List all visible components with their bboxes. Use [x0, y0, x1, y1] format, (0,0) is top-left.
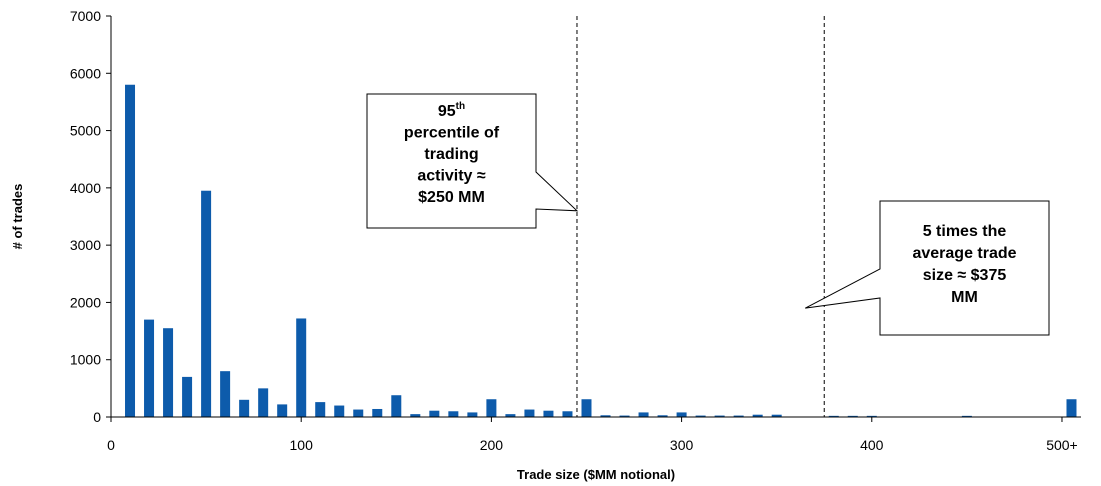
bar	[828, 415, 839, 417]
x-tick-label: 100	[290, 437, 314, 453]
bar	[277, 404, 288, 417]
bar	[581, 399, 592, 417]
bar	[657, 415, 668, 417]
bar	[429, 410, 440, 417]
callout-box	[804, 200, 1050, 336]
callout-text-line: trading	[424, 146, 478, 163]
y-tick-label: 7000	[70, 8, 101, 24]
y-axis-label: # of trades	[10, 184, 25, 250]
bar	[315, 402, 326, 417]
bar	[163, 328, 174, 417]
bar	[448, 411, 459, 417]
x-axis-title: Trade size ($MM notional)	[517, 467, 675, 482]
callout-text-line: percentile of	[404, 125, 500, 142]
bar	[467, 412, 478, 417]
callout-text-line: 5 times the	[923, 223, 1007, 240]
x-ticks: 0 100 200 300 400 500+	[107, 417, 1078, 453]
x-tick-label: 200	[480, 437, 504, 453]
bar	[543, 410, 554, 417]
y-tick-label: 0	[93, 409, 101, 425]
callout-text-line: size ≈ $375	[923, 267, 1007, 284]
bar	[258, 388, 269, 417]
axes	[110, 16, 1081, 418]
bar	[353, 409, 364, 417]
bar	[296, 318, 307, 417]
bar	[714, 415, 725, 417]
bar	[486, 399, 497, 417]
y-tick-label: 5000	[70, 123, 101, 139]
bar	[847, 415, 858, 417]
bar	[771, 414, 782, 417]
bar	[334, 405, 345, 417]
bar	[733, 415, 744, 417]
bar	[866, 415, 877, 417]
x-tick-label: 300	[670, 437, 694, 453]
bar	[600, 415, 611, 417]
bar	[961, 415, 972, 417]
superscript: th	[456, 101, 465, 112]
bar	[752, 414, 763, 417]
callout-box	[366, 93, 579, 229]
bar	[410, 414, 421, 417]
bar	[562, 411, 573, 417]
y-tick-label: 3000	[70, 237, 101, 253]
callout: 95th percentile of trading activity ≈ $250 M…	[366, 93, 579, 229]
bar	[524, 409, 535, 417]
bar	[505, 414, 516, 417]
bar	[220, 371, 231, 417]
bar	[695, 415, 706, 417]
y-axis-title: # of trades	[10, 184, 25, 250]
callout-text-line: 95th	[438, 101, 465, 120]
bar	[372, 408, 383, 417]
callout: 5 times the average trade size ≈ $375 MM	[804, 200, 1050, 336]
bar	[182, 376, 193, 417]
bar	[125, 84, 136, 418]
bar	[619, 415, 630, 417]
y-tick-label: 6000	[70, 65, 101, 81]
y-tick-label: 4000	[70, 180, 101, 196]
callout-text-line: activity ≈	[417, 168, 486, 185]
bars	[125, 84, 1077, 418]
callout-text-line: MM	[951, 289, 978, 306]
reference-lines	[576, 16, 825, 417]
y-ticks: 0 1000 2000 3000 4000 5000 6000 7000	[70, 8, 111, 425]
x-tick-label: 0	[107, 437, 115, 453]
bar	[638, 412, 649, 417]
y-tick-label: 2000	[70, 294, 101, 310]
bar	[391, 395, 402, 417]
bar	[239, 399, 250, 417]
x-tick-label: 500+	[1046, 437, 1078, 453]
callout-text-line: $250 MM	[418, 189, 485, 206]
x-tick-label: 400	[860, 437, 884, 453]
bar	[201, 190, 212, 417]
bar	[676, 412, 687, 417]
callouts: 95th percentile of trading activity ≈ $250 M…	[366, 93, 1050, 336]
bar	[144, 319, 155, 417]
callout-text-line: average trade	[912, 245, 1016, 262]
bar	[1066, 399, 1077, 417]
y-tick-label: 1000	[70, 352, 101, 368]
